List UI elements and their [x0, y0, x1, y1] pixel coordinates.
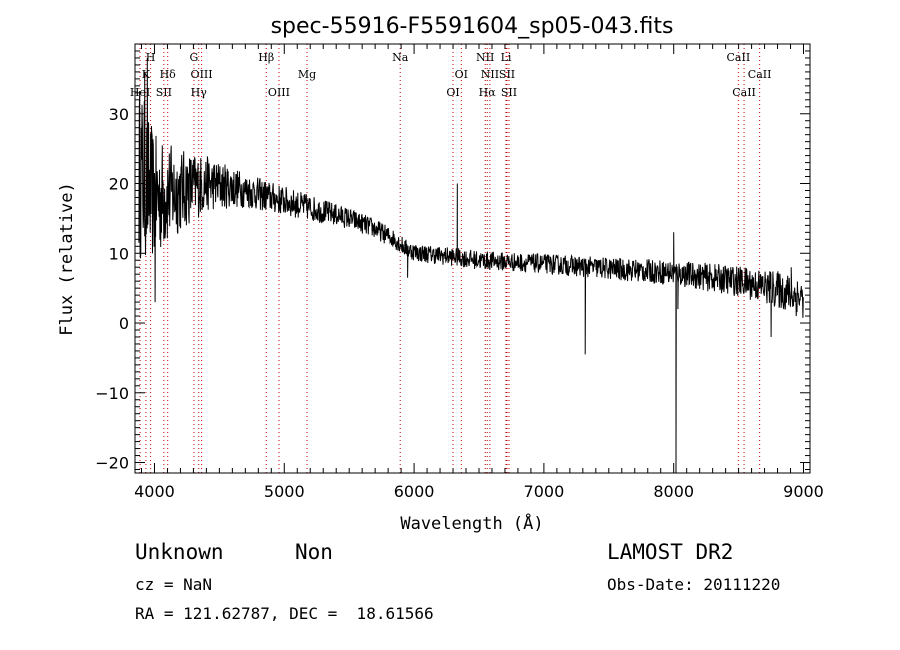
survey-label: LAMOST DR2	[607, 540, 734, 564]
y-tick-label: 10	[109, 244, 129, 263]
spectral-line-label: OIII	[268, 86, 290, 99]
class-label: Unknown	[135, 540, 224, 564]
x-tick-label: 7000	[524, 482, 565, 501]
spectral-line-label: NII	[476, 51, 494, 64]
x-tick-labels: 4000 5000 6000 7000 8000 9000	[134, 482, 824, 501]
chart-title: spec-55916-F5591604_sp05-043.fits	[271, 14, 674, 39]
x-tick-label: 6000	[394, 482, 435, 501]
spectral-line-label: CaII	[727, 51, 751, 64]
x-axis-label: Wavelength (Å)	[400, 512, 543, 534]
spectral-line-label: G	[190, 51, 199, 64]
spectral-line-label: H	[146, 51, 156, 64]
y-tick-label: −20	[95, 454, 129, 473]
spectral-line-label: K	[142, 68, 151, 81]
y-tick-labels: −20 −10 0 10 20 30	[95, 105, 129, 473]
spectral-line-label: SII	[501, 86, 517, 99]
spectral-line-label: Li	[501, 51, 512, 64]
x-tick-label: 8000	[653, 482, 694, 501]
obs-date-label: Obs-Date: 20111220	[607, 575, 781, 594]
x-tick-label: 4000	[134, 482, 175, 501]
spectral-line-label: Na	[392, 51, 409, 64]
spectral-line-label: Mg	[298, 68, 316, 81]
y-tick-label: 30	[109, 105, 129, 124]
spectrum-series-line	[138, 57, 804, 474]
y-tick-label: 20	[109, 175, 129, 194]
spectral-line-label: CaII	[732, 86, 756, 99]
y-axis-label: Flux (relative)	[57, 182, 77, 336]
spectral-line-label: SII	[156, 86, 172, 99]
spectral-line-label: NII	[481, 68, 499, 81]
spectral-line-label: Hβ	[258, 51, 274, 64]
spectral-line-label: Hδ	[160, 68, 177, 81]
y-tick-label: 0	[119, 314, 129, 333]
x-tick-label: 5000	[264, 482, 305, 501]
spectral-line-label: SII	[499, 68, 515, 81]
spectral-line-label: OIII	[191, 68, 213, 81]
spectral-line-label: Hγ	[191, 86, 208, 99]
plot-frame	[134, 43, 811, 474]
redshift-label: cz = NaN	[135, 575, 213, 594]
spectral-line-label: CaII	[748, 68, 772, 81]
spectral-line-label: OI	[446, 86, 459, 99]
x-tick-label: 9000	[783, 482, 824, 501]
coordinates-label: RA = 121.62787, DEC = 18.61566	[135, 604, 434, 623]
y-tick-label: −10	[95, 384, 129, 403]
spectral-line-label: OI	[455, 68, 468, 81]
axis-ticks	[135, 43, 810, 473]
subclass-label: Non	[295, 540, 333, 564]
spectral-line-label: Hα	[479, 86, 497, 99]
